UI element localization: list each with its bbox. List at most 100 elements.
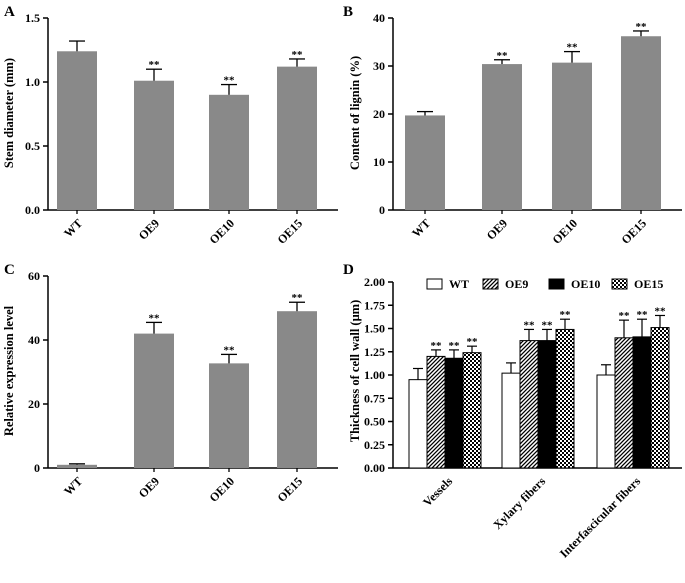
panel-d-bar-wt — [501, 372, 521, 469]
panel-a-bar-oe10 — [209, 94, 249, 210]
panel-a-bar-oe9 — [134, 80, 174, 210]
panel-d-ytick-label: 1.00 — [364, 368, 385, 382]
panel-a-bar-wt — [57, 51, 97, 210]
panel-b-xtick-label: OE10 — [549, 216, 580, 247]
panel-c-bar-oe10 — [209, 363, 249, 468]
panel-b-significance: ** — [636, 21, 648, 33]
panel-d-ytick-label: 2.00 — [364, 275, 385, 289]
legend-swatch-wt — [426, 278, 443, 290]
panel-b-significance: ** — [567, 42, 579, 54]
panel-c-significance: ** — [149, 312, 161, 324]
panel-d-significance: ** — [467, 336, 479, 348]
panel-c-bar-wt — [57, 464, 97, 468]
legend-label-wt: WT — [449, 277, 469, 291]
panel-d-bar-oe10 — [537, 340, 557, 469]
panel-c-chart: 0 20 40 60 WT ** OE9 ** OE10 ** OE15 — [28, 269, 338, 505]
panel-a-significance: ** — [292, 49, 304, 61]
panel-a-ytick-label: 1.0 — [25, 75, 40, 89]
panel-d-ytick-label: 0.00 — [364, 461, 385, 475]
panel-a-significance: ** — [224, 75, 236, 87]
panel-letter-a: A — [4, 4, 15, 20]
panel-d-significance: ** — [619, 310, 631, 322]
panel-d-bar-oe9 — [426, 355, 446, 469]
panel-d-bar-oe15 — [555, 328, 575, 469]
panel-d-ytick-label: 1.25 — [364, 345, 385, 359]
panel-d-bar-oe10 — [632, 336, 652, 469]
panel-d-ytick-label: 1.50 — [364, 322, 385, 336]
panel-b-significance: ** — [497, 50, 509, 62]
panel-b-xtick-label: WT — [409, 216, 433, 240]
panel-d-ytick-label: 0.50 — [364, 415, 385, 429]
panel-a-ylabel: Stem diameter (mm) — [2, 58, 16, 168]
panel-d-xtick-label: Vessels — [420, 474, 455, 509]
panel-d-ytick-label: 1.75 — [364, 298, 385, 312]
panel-c-significance: ** — [224, 344, 236, 356]
panel-b-ytick-label: 40 — [373, 11, 385, 25]
panel-d-bar-oe10 — [444, 357, 464, 469]
panel-c-xtick-label: OE15 — [274, 474, 305, 505]
panel-a-ytick-label: 0.0 — [25, 203, 40, 217]
panel-a-xtick-label: WT — [61, 216, 85, 240]
panel-letter-b: B — [343, 4, 353, 20]
panel-c-bar-oe15 — [277, 311, 317, 468]
panel-d-ylabel: Thickness of cell wall (μm) — [348, 300, 362, 443]
panel-a-ytick-label: 1.5 — [25, 11, 40, 25]
panel-a-xtick-label: OE9 — [136, 216, 162, 242]
panel-d-significance: ** — [560, 309, 572, 321]
panel-c-xtick-label: WT — [61, 474, 85, 498]
panel-a-ytick-label: 0.5 — [25, 139, 40, 153]
panel-b-ytick-label: 0 — [379, 203, 385, 217]
panel-d-xtick-label: Xylary fibers — [490, 474, 548, 532]
panel-b-chart: 0 10 20 30 40 WT ** OE9 ** OE10 ** OE15 — [373, 11, 682, 247]
panel-c-ytick-label: 60 — [28, 269, 40, 283]
panel-c-ytick-label: 20 — [28, 397, 40, 411]
panel-b-bar-oe10 — [552, 62, 592, 210]
panel-d-xtick-label: Interfascicular fibers — [557, 474, 644, 561]
panel-d-bar-oe15 — [462, 352, 482, 469]
panel-d-bar-oe9 — [519, 340, 539, 469]
legend-swatch-oe15 — [611, 278, 628, 290]
panel-d-ytick-label: 0.25 — [364, 438, 385, 452]
panel-b-ylabel: Content of lignin (%) — [348, 56, 362, 170]
panel-b-xtick-label: OE9 — [484, 216, 510, 242]
panel-d-bar-oe15 — [650, 327, 670, 469]
panel-c-ytick-label: 40 — [28, 333, 40, 347]
panel-c-bar-oe9 — [134, 333, 174, 468]
legend-swatch-oe9 — [482, 278, 499, 290]
panel-b-ytick-label: 10 — [373, 155, 385, 169]
legend-label-oe10: OE10 — [571, 277, 600, 291]
panel-a-xtick-label: OE15 — [274, 216, 305, 247]
panel-a-xtick-label: OE10 — [206, 216, 237, 247]
panel-b-ytick-label: 30 — [373, 59, 385, 73]
panel-d-bar-wt — [596, 374, 616, 469]
panel-letter-c: C — [4, 262, 15, 278]
panel-d-chart: 0.00 0.25 0.50 0.75 1.00 1.25 1.50 1.75 2.00 ** **… — [364, 275, 682, 561]
panel-c-xtick-label: OE10 — [206, 474, 237, 505]
panel-b-bar-wt — [405, 115, 445, 210]
panel-a-bar-oe15 — [277, 66, 317, 210]
panel-c-ytick-label: 0 — [34, 461, 40, 475]
panel-c-significance: ** — [292, 292, 304, 304]
panel-d-significance: ** — [655, 305, 667, 317]
legend-label-oe15: OE15 — [634, 277, 663, 291]
panel-b-bar-oe9 — [482, 64, 522, 210]
panel-d-ytick-label: 0.75 — [364, 391, 385, 405]
legend-swatch-oe10 — [548, 278, 565, 290]
panel-d-significance: ** — [449, 340, 461, 352]
panel-b-bar-oe15 — [621, 36, 661, 210]
panel-c-xtick-label: OE9 — [136, 474, 162, 500]
panel-a-significance: ** — [149, 59, 161, 71]
panel-d-bar-wt — [408, 379, 428, 469]
panel-b-xtick-label: OE15 — [618, 216, 649, 247]
panel-d-bar-oe9 — [614, 337, 634, 469]
panel-c-ylabel: Relative expression level — [2, 305, 16, 436]
panel-b-ytick-label: 20 — [373, 107, 385, 121]
panel-d-significance: ** — [524, 319, 536, 331]
legend-label-oe9: OE9 — [505, 277, 528, 291]
panel-letter-d: D — [343, 262, 354, 278]
panel-d-significance: ** — [637, 309, 649, 321]
panel-a-chart: 0.0 0.5 1.0 1.5 WT ** OE9 ** OE10 ** OE15 — [25, 11, 338, 247]
panel-d-significance: ** — [542, 319, 554, 331]
panel-d-significance: ** — [431, 340, 443, 352]
